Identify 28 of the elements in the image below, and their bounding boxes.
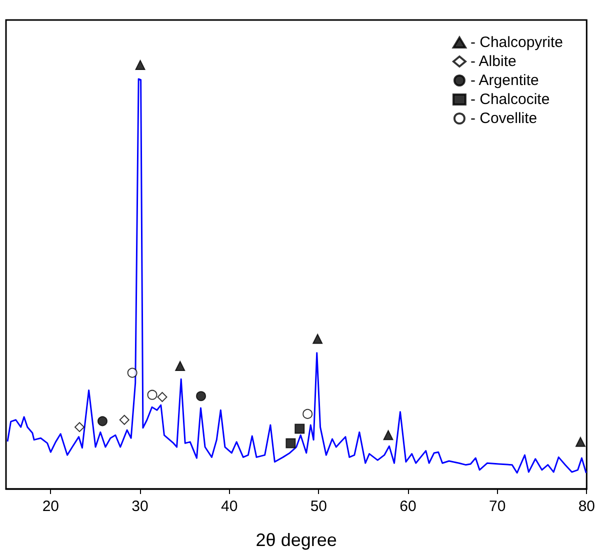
legend-label: - Chalcopyrite xyxy=(470,34,564,51)
x-tick-label: 70 xyxy=(488,498,506,515)
point xyxy=(119,414,130,425)
point xyxy=(74,422,85,432)
point xyxy=(575,436,586,447)
point xyxy=(157,392,168,402)
point xyxy=(135,60,146,70)
x-tick-label: 30 xyxy=(132,498,148,515)
point xyxy=(175,361,186,372)
point xyxy=(294,424,305,434)
x-tick-label: 20 xyxy=(42,498,60,515)
point xyxy=(383,430,394,440)
legend-label: - Chalcocite xyxy=(470,91,550,108)
x-axis-title: 2θ degree xyxy=(256,530,337,550)
point xyxy=(286,438,296,448)
legend-label: - Albite xyxy=(470,53,516,70)
legend-label: - Argentite xyxy=(470,72,539,89)
x-tick-label: 60 xyxy=(400,498,416,515)
point xyxy=(312,334,323,344)
x-tick-label: 80 xyxy=(578,498,595,515)
x-tick-label: 40 xyxy=(220,498,238,515)
x-tick-label: 50 xyxy=(310,498,328,515)
point xyxy=(97,416,108,426)
point xyxy=(147,390,158,400)
point xyxy=(127,368,138,378)
point xyxy=(302,408,313,419)
point xyxy=(196,391,206,402)
legend-label: - Covellite xyxy=(470,110,538,127)
